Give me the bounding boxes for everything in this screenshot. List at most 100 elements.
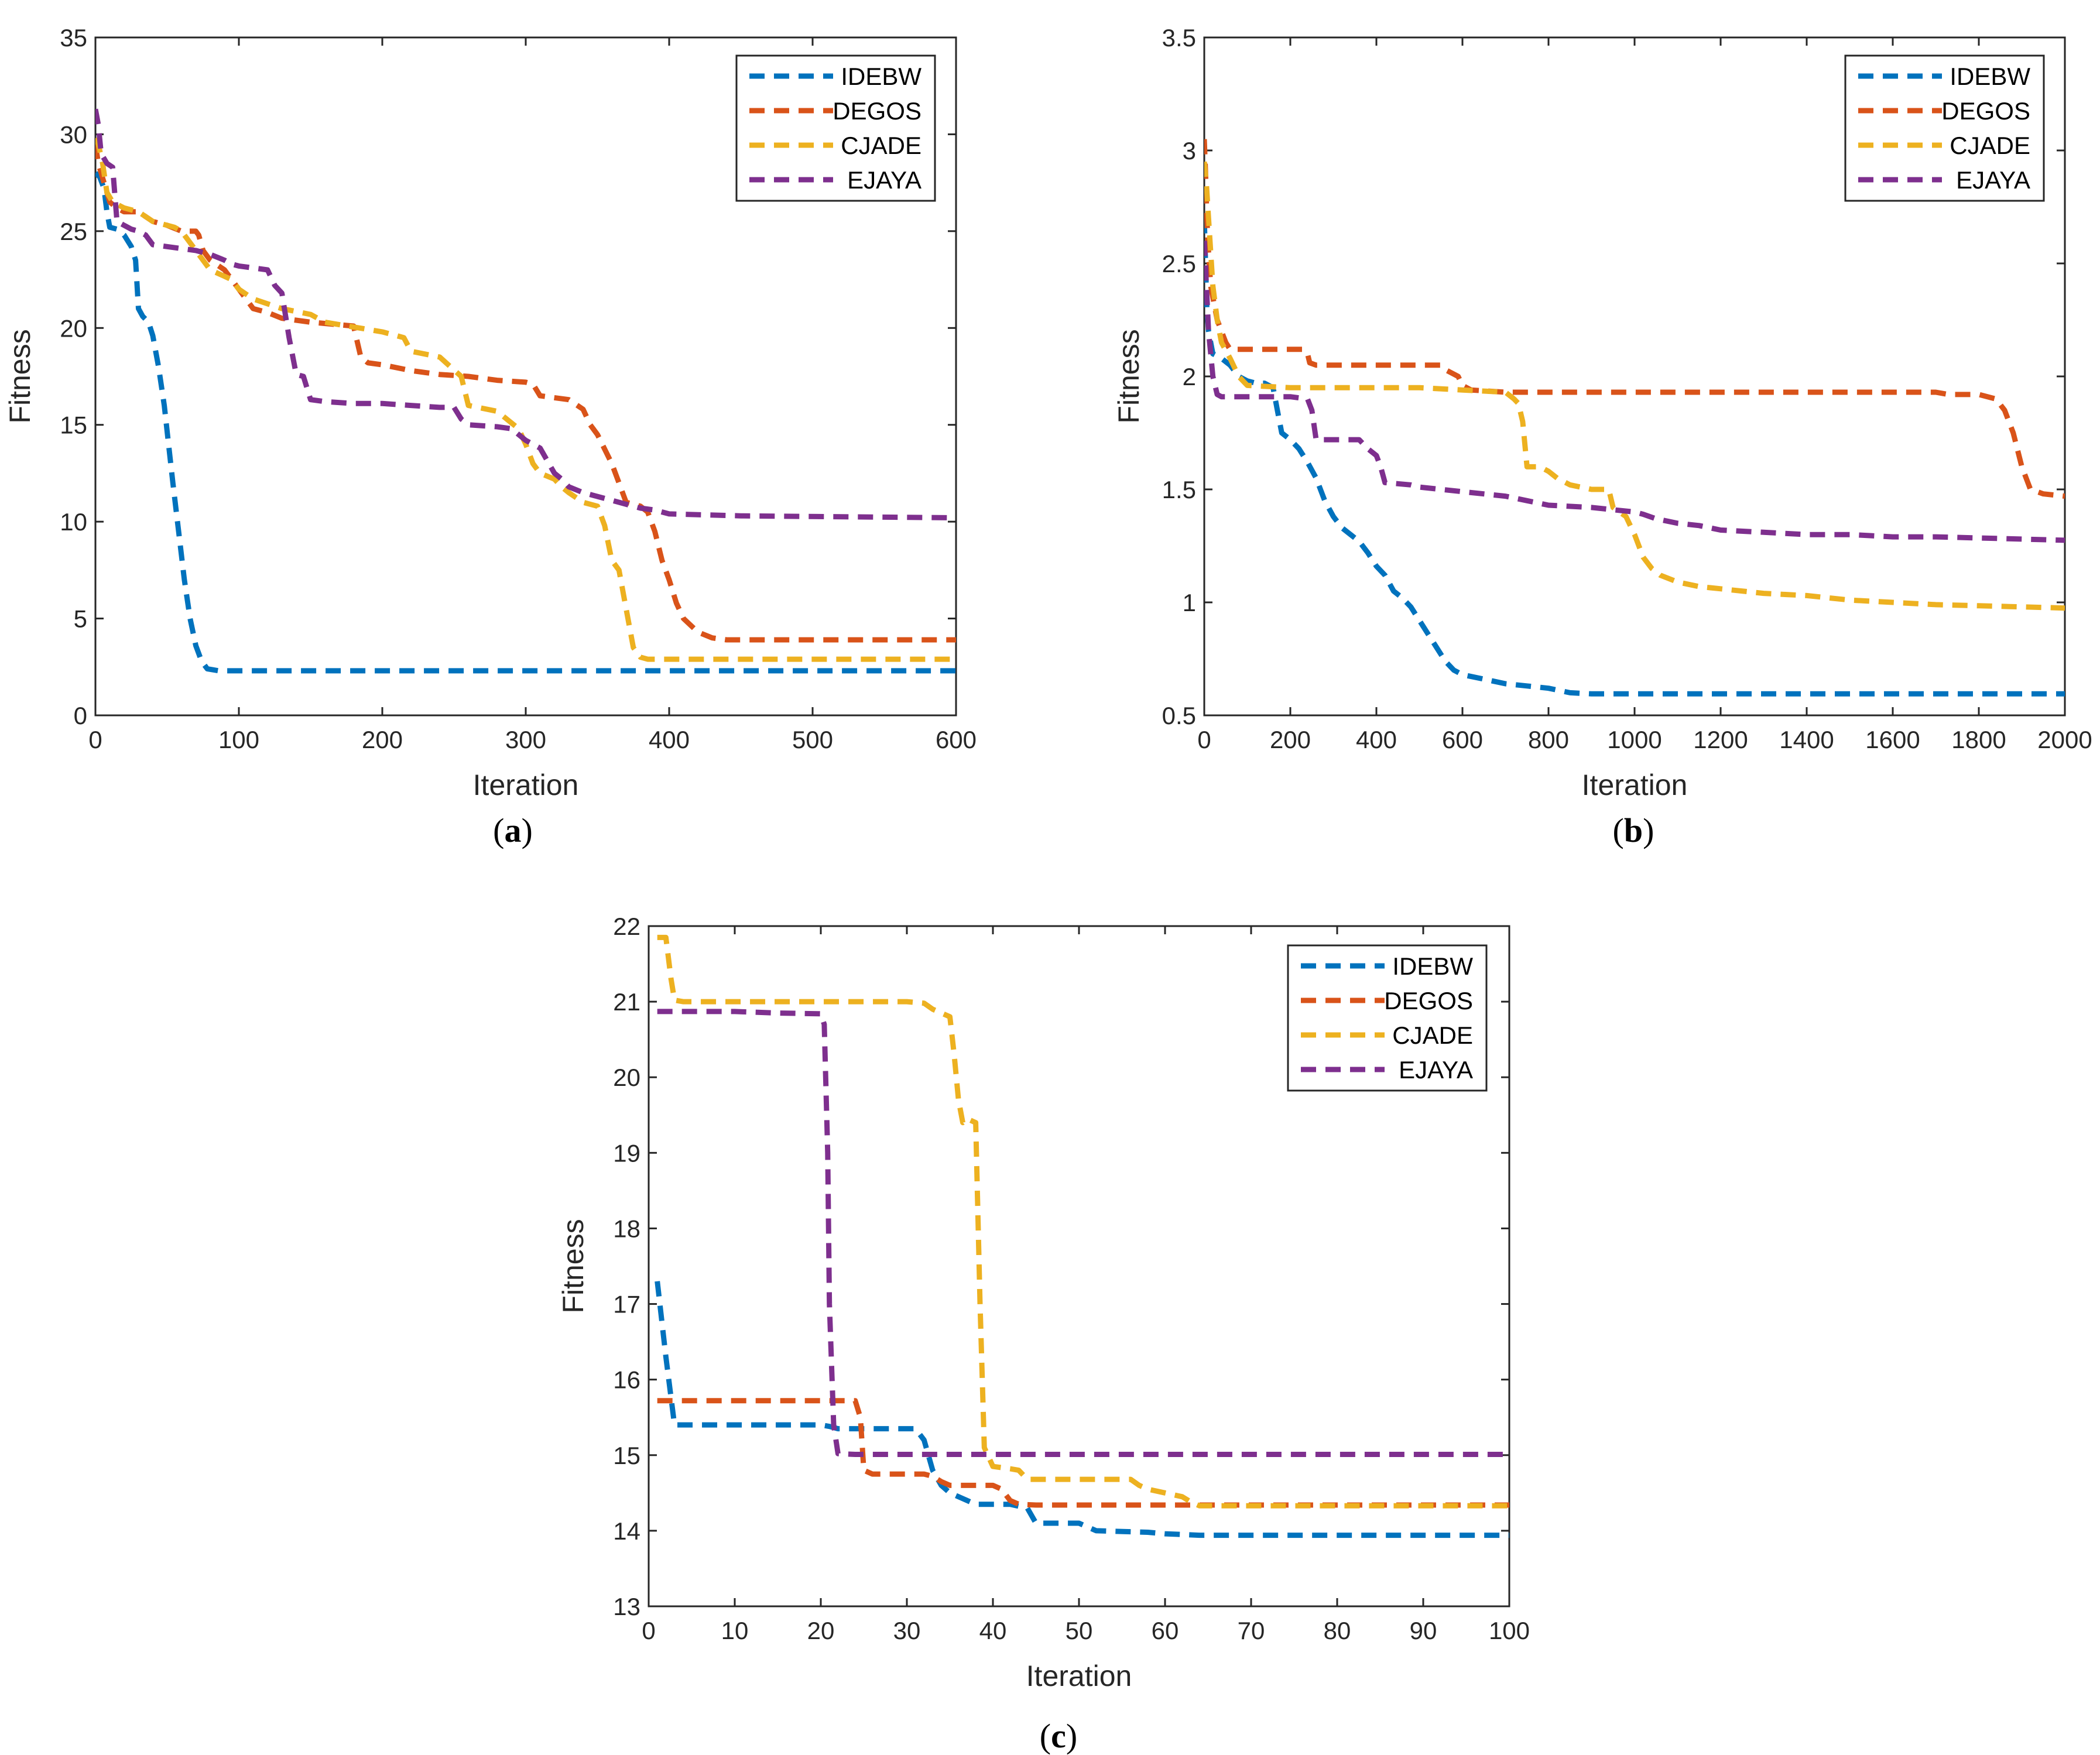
x-tick-label: 800 bbox=[1528, 726, 1569, 753]
legend-box bbox=[1844, 54, 2045, 202]
x-tick-label: 600 bbox=[1442, 726, 1483, 753]
legend-label-idebw: IDEBW bbox=[1950, 63, 2030, 90]
y-axis-label: Fitness bbox=[4, 329, 36, 423]
y-axis-label: Fitness bbox=[557, 1219, 590, 1313]
legend-label-idebw: IDEBW bbox=[1392, 952, 1473, 980]
y-tick-label: 1.5 bbox=[1162, 476, 1196, 503]
y-axis-label: Fitness bbox=[1112, 329, 1145, 423]
x-tick-label: 40 bbox=[979, 1617, 1007, 1644]
panel-label-open: ( bbox=[1613, 811, 1624, 849]
series-group bbox=[1204, 139, 2065, 697]
series-line-ejaya bbox=[1204, 241, 2065, 543]
y-tick-label: 2 bbox=[1183, 363, 1196, 390]
x-axis-label: Iteration bbox=[473, 769, 579, 801]
x-tick-label: 80 bbox=[1324, 1617, 1351, 1644]
y-tick-label: 15 bbox=[60, 412, 87, 439]
legend-label-degos: DEGOS bbox=[1941, 97, 2030, 125]
chart-a: 0 100 200 300 400 500 600 0 5 10 15 20 25 30 35 Iterati… bbox=[4, 24, 977, 849]
x-axis-label: Iteration bbox=[1582, 769, 1688, 801]
x-tick-label: 200 bbox=[362, 726, 403, 753]
panel-label: (b) bbox=[1613, 811, 1654, 849]
legend-label-ejaya: EJAYA bbox=[1399, 1056, 1473, 1084]
y-tick-label: 10 bbox=[60, 508, 87, 536]
legend-box bbox=[735, 54, 936, 202]
x-tick-label: 20 bbox=[807, 1617, 835, 1644]
panel-label: (c) bbox=[1040, 1717, 1077, 1755]
panel-label-close: ) bbox=[1643, 811, 1654, 849]
chart-b: 0 200 400 600 800 1000 1200 1400 1600 1800 2000 0.5… bbox=[1112, 24, 2092, 849]
legend-label-idebw: IDEBW bbox=[841, 63, 921, 90]
x-tick-label: 0 bbox=[642, 1617, 655, 1644]
x-tick-label: 1600 bbox=[1865, 726, 1920, 753]
x-axis-label: Iteration bbox=[1026, 1660, 1132, 1692]
y-tick-label: 0 bbox=[74, 702, 87, 729]
panel-label-close: ) bbox=[1066, 1717, 1077, 1755]
x-tick-label: 0 bbox=[1197, 726, 1211, 753]
x-tick-label: 2000 bbox=[2037, 726, 2092, 753]
x-tick-label: 200 bbox=[1270, 726, 1311, 753]
y-tick-label: 20 bbox=[60, 314, 87, 342]
x-tick-label: 70 bbox=[1238, 1617, 1265, 1644]
x-tick-label: 300 bbox=[505, 726, 546, 753]
y-tick-label: 35 bbox=[60, 24, 87, 52]
x-tick-label: 400 bbox=[649, 726, 690, 753]
x-tick-label: 1000 bbox=[1607, 726, 1661, 753]
y-tick-label: 25 bbox=[60, 218, 87, 245]
y-tick-label: 0.5 bbox=[1162, 702, 1196, 729]
legend-label-ejaya: EJAYA bbox=[1956, 166, 2030, 194]
x-tick-label: 400 bbox=[1356, 726, 1397, 753]
series-line-cjade bbox=[1204, 161, 2065, 611]
series-line-idebw bbox=[95, 171, 956, 674]
legend-label-cjade: CJADE bbox=[1950, 132, 2030, 159]
panel-label-close: ) bbox=[522, 811, 533, 849]
y-tick-label: 3.5 bbox=[1162, 24, 1196, 52]
legend-label-cjade: CJADE bbox=[841, 132, 921, 159]
chart-c: 0 10 20 30 40 50 60 70 80 90 100 13 14 15 16 17 18 19 20 21… bbox=[557, 913, 1530, 1755]
legend-label-degos: DEGOS bbox=[833, 97, 921, 125]
series-line-ejaya bbox=[95, 108, 956, 520]
series-group bbox=[95, 108, 956, 674]
legend-label-cjade: CJADE bbox=[1392, 1022, 1473, 1049]
x-tick-label: 500 bbox=[792, 726, 833, 753]
x-tick-label: 100 bbox=[218, 726, 259, 753]
panel-label-letter: b bbox=[1624, 811, 1643, 849]
series-line-ejaya bbox=[657, 1009, 1509, 1457]
y-tick-label: 22 bbox=[613, 913, 640, 940]
x-tick-label: 1200 bbox=[1693, 726, 1748, 753]
y-tick-label: 17 bbox=[613, 1291, 640, 1318]
panel-label-letter: a bbox=[505, 811, 522, 849]
panel-label: (a) bbox=[493, 811, 533, 849]
series-line-degos bbox=[95, 143, 956, 643]
y-tick-label: 15 bbox=[613, 1442, 640, 1469]
x-tick-label: 50 bbox=[1066, 1617, 1093, 1644]
y-tick-label: 18 bbox=[613, 1215, 640, 1242]
y-tick-label: 21 bbox=[613, 988, 640, 1016]
y-tick-label: 19 bbox=[613, 1139, 640, 1167]
x-tick-label: 1800 bbox=[1951, 726, 2006, 753]
y-tick-label: 14 bbox=[613, 1517, 640, 1545]
panel-label-open: ( bbox=[1040, 1717, 1051, 1755]
y-tick-label: 30 bbox=[60, 121, 87, 148]
series-line-cjade bbox=[95, 137, 956, 662]
y-tick-label: 2.5 bbox=[1162, 250, 1196, 277]
x-tick-label: 90 bbox=[1410, 1617, 1437, 1644]
legend-label-ejaya: EJAYA bbox=[847, 166, 921, 194]
series-line-cjade bbox=[657, 934, 1509, 1509]
panel-label-open: ( bbox=[493, 811, 504, 849]
y-tick-label: 3 bbox=[1183, 137, 1196, 164]
y-tick-label: 20 bbox=[613, 1064, 640, 1091]
x-tick-label: 100 bbox=[1489, 1617, 1530, 1644]
y-tick-label: 5 bbox=[74, 605, 87, 633]
y-tick-label: 1 bbox=[1183, 589, 1196, 616]
x-tick-label: 600 bbox=[936, 726, 977, 753]
y-tick-label: 16 bbox=[613, 1366, 640, 1394]
x-tick-label: 0 bbox=[88, 726, 102, 753]
x-tick-label: 10 bbox=[721, 1617, 749, 1644]
series-group bbox=[655, 934, 1509, 1538]
legend-box bbox=[1287, 944, 1488, 1092]
x-tick-label: 30 bbox=[893, 1617, 921, 1644]
legend-label-degos: DEGOS bbox=[1384, 987, 1473, 1014]
y-tick-label: 13 bbox=[613, 1593, 640, 1620]
series-line-degos bbox=[657, 1398, 1509, 1508]
